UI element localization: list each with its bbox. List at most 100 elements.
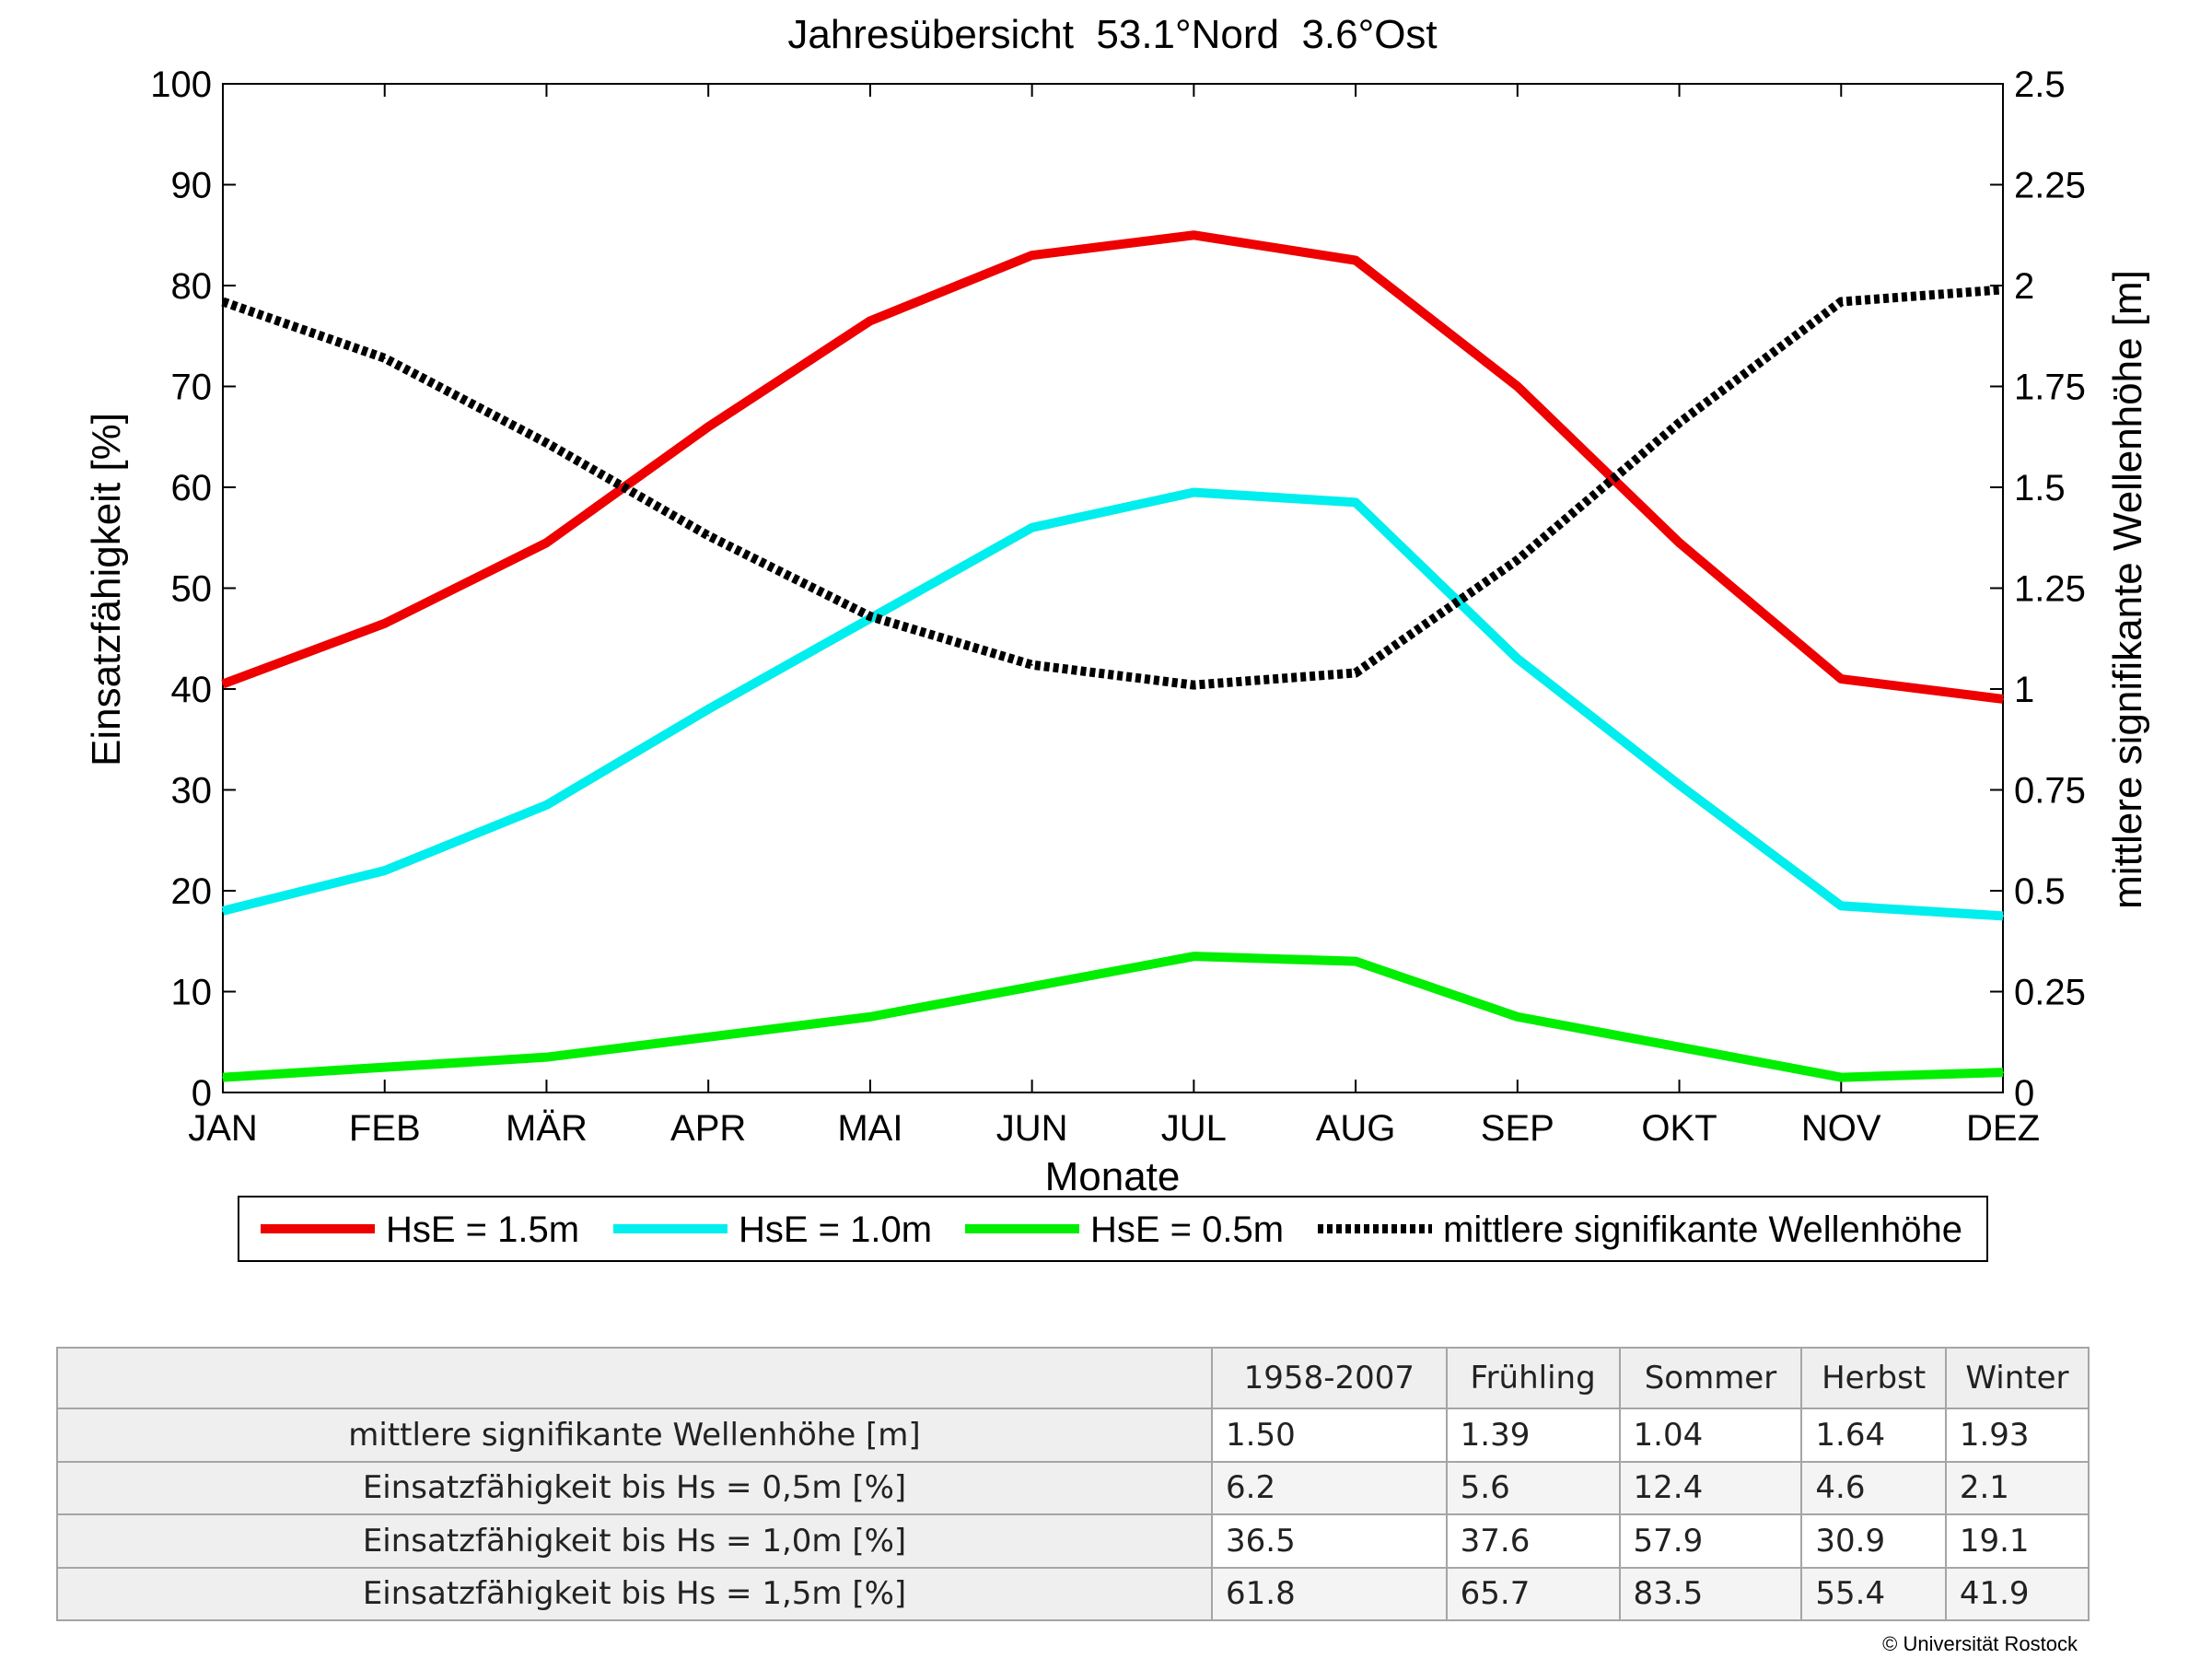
left-axis-ticks: 0 10 20 30 40 50 60 70 80 90 100 xyxy=(150,64,2003,1114)
x-tick-label: OKT xyxy=(1641,1108,1717,1149)
table-cell: 12.4 xyxy=(1618,1460,1803,1515)
x-tick-label: APR xyxy=(670,1108,746,1149)
table-header-spring: Frühling xyxy=(1445,1347,1621,1409)
table-header-summer: Sommer xyxy=(1618,1347,1803,1409)
data-point xyxy=(222,300,224,303)
left-tick-label: 40 xyxy=(171,670,213,710)
right-tick-label: 2.5 xyxy=(2014,64,2066,105)
table-header-period: 1958-2007 xyxy=(1211,1347,1448,1409)
data-point xyxy=(1355,672,1357,674)
data-point xyxy=(1678,784,1681,787)
data-point xyxy=(545,803,548,806)
table-cell: 55.4 xyxy=(1800,1566,1947,1621)
table-cell: 1.39 xyxy=(1445,1408,1621,1463)
x-axis-label: Monate xyxy=(1045,1154,1181,1199)
table-cell: 65.7 xyxy=(1445,1566,1621,1621)
series-line xyxy=(221,285,2004,690)
right-tick-label: 1 xyxy=(2014,670,2034,710)
data-point xyxy=(383,622,386,625)
data-point xyxy=(1516,658,1519,660)
table-cell: 41.9 xyxy=(1944,1566,2090,1621)
table-row: Einsatzfähigkeit bis Hs = 1,0m [%] 36.5 … xyxy=(56,1513,2090,1569)
table-row: Einsatzfähigkeit bis Hs = 0,5m [%] 6.2 5… xyxy=(56,1460,2090,1515)
x-tick-label: JUN xyxy=(996,1108,1068,1149)
series-line xyxy=(221,230,2004,704)
data-point xyxy=(1030,986,1033,988)
table-cell: 37.6 xyxy=(1445,1513,1621,1569)
legend-label: HsE = 1.5m xyxy=(386,1209,579,1250)
data-point xyxy=(1030,254,1033,257)
left-axis-label: Einsatzfähigkeit [%] xyxy=(84,413,129,766)
left-tick-label: 90 xyxy=(171,166,213,206)
table-cell: 57.9 xyxy=(1618,1513,1803,1569)
x-tick-label: JUL xyxy=(1161,1108,1227,1149)
data-point xyxy=(545,441,548,444)
chart-title: Jahresübersicht 53.1°Nord 3.6°Ost xyxy=(787,12,1437,57)
data-point xyxy=(868,615,871,618)
table-row: Einsatzfähigkeit bis Hs = 1,5m [%] 61.8 … xyxy=(56,1566,2090,1621)
data-point xyxy=(1193,491,1195,494)
right-tick-label: 2.25 xyxy=(2014,166,2086,206)
data-point xyxy=(2002,1071,2004,1074)
left-tick-label: 0 xyxy=(192,1073,212,1114)
right-tick-label: 2 xyxy=(2014,266,2034,307)
table-cell: 1.64 xyxy=(1800,1408,1947,1463)
legend: HsE = 1.5m HsE = 1.0m HsE = 0.5m mittlere s… xyxy=(238,1196,1988,1262)
right-tick-label: 0 xyxy=(2014,1073,2034,1114)
data-point xyxy=(1678,1046,1681,1048)
table-corner-cell xyxy=(56,1347,1213,1409)
data-point xyxy=(1678,421,1681,424)
row-label: Einsatzfähigkeit bis Hs = 1,5m [%] xyxy=(56,1566,1213,1621)
legend-box xyxy=(238,1196,1988,1262)
table-header-autumn: Herbst xyxy=(1800,1347,1947,1409)
data-point xyxy=(2002,915,2004,917)
data-point xyxy=(707,534,710,537)
right-tick-label: 0.25 xyxy=(2014,973,2086,1013)
left-tick-label: 100 xyxy=(150,64,212,105)
left-tick-label: 70 xyxy=(171,368,213,408)
data-point xyxy=(868,320,871,322)
table-cell: 6.2 xyxy=(1211,1460,1448,1515)
x-tick-label: AUG xyxy=(1316,1108,1396,1149)
table-cell: 83.5 xyxy=(1618,1566,1803,1621)
left-tick-label: 30 xyxy=(171,771,213,812)
table-cell: 5.6 xyxy=(1445,1460,1621,1515)
data-point xyxy=(222,909,224,912)
data-point xyxy=(545,1056,548,1058)
data-point xyxy=(1355,501,1357,504)
row-label: Einsatzfähigkeit bis Hs = 1,0m [%] xyxy=(56,1513,1213,1569)
series-line xyxy=(222,952,2004,1082)
data-point xyxy=(222,1076,224,1079)
data-point xyxy=(1516,558,1519,561)
data-point xyxy=(222,683,224,685)
x-tick-label: FEB xyxy=(349,1108,421,1149)
x-tick-label: NOV xyxy=(1801,1108,1881,1149)
row-label: mittlere signifikante Wellenhöhe [m] xyxy=(56,1408,1213,1463)
data-point xyxy=(1516,1015,1519,1018)
table-cell: 2.1 xyxy=(1944,1460,2090,1515)
data-point xyxy=(383,870,386,872)
table-cell: 1.04 xyxy=(1618,1408,1803,1463)
table-header-winter: Winter xyxy=(1944,1347,2090,1409)
data-point xyxy=(1030,526,1033,529)
data-point xyxy=(1355,259,1357,262)
right-tick-label: 1.25 xyxy=(2014,569,2086,610)
data-point xyxy=(1030,663,1033,666)
left-tick-label: 80 xyxy=(171,266,213,307)
x-tick-label: JAN xyxy=(188,1108,258,1149)
data-point xyxy=(1355,960,1357,963)
data-point xyxy=(868,1015,871,1018)
data-point xyxy=(1840,300,1843,303)
data-point xyxy=(1193,955,1195,958)
left-tick-label: 20 xyxy=(171,871,213,912)
table-cell: 30.9 xyxy=(1800,1513,1947,1569)
left-tick-label: 50 xyxy=(171,569,213,610)
legend-label: HsE = 1.0m xyxy=(739,1209,932,1250)
data-point xyxy=(1840,905,1843,907)
legend-label: HsE = 0.5m xyxy=(1090,1209,1284,1250)
right-tick-label: 1.5 xyxy=(2014,468,2066,508)
right-tick-label: 1.75 xyxy=(2014,368,2086,408)
row-label: Einsatzfähigkeit bis Hs = 0,5m [%] xyxy=(56,1460,1213,1515)
data-point xyxy=(707,707,710,710)
